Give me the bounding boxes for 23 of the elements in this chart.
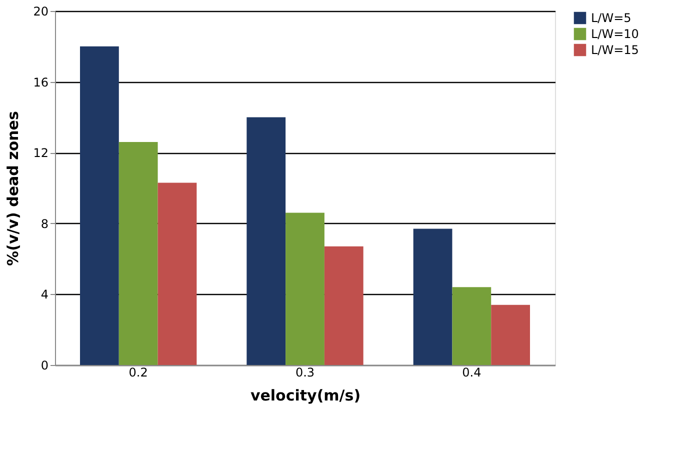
bar [246, 117, 286, 365]
legend-label: L/W=10 [591, 27, 639, 41]
bar [80, 46, 119, 365]
x-tick-label: 0.4 [462, 366, 482, 380]
y-tick-label: 20 [33, 4, 48, 18]
bar [118, 142, 158, 365]
bar [413, 228, 452, 365]
legend-label: L/W=15 [591, 43, 639, 57]
y-tick-label: 0 [40, 358, 48, 372]
bar [286, 212, 324, 365]
bar [324, 246, 364, 365]
bar [158, 182, 197, 365]
y-tick-label: 8 [40, 216, 48, 231]
x-tick-label: 0.2 [128, 366, 148, 380]
y-tick-label: 12 [33, 146, 48, 160]
x-axis-title: velocity(m/s) [250, 386, 361, 404]
y-tick-label: 4 [40, 288, 48, 302]
bar [452, 287, 492, 365]
legend-label: L/W=5 [591, 11, 632, 25]
x-tick-label: 0.3 [295, 366, 315, 380]
y-tick-label: 16 [33, 75, 48, 90]
y-axis-title: %(v/v) dead zones [4, 111, 22, 266]
bar [491, 304, 530, 365]
